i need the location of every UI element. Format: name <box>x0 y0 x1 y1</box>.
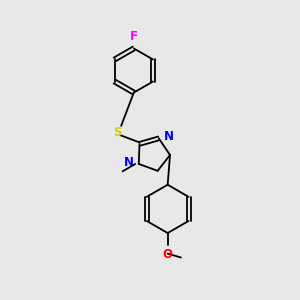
Text: F: F <box>130 29 138 43</box>
Text: O: O <box>163 248 173 261</box>
Text: N: N <box>124 156 134 169</box>
Text: N: N <box>164 130 174 143</box>
Text: S: S <box>113 126 122 139</box>
